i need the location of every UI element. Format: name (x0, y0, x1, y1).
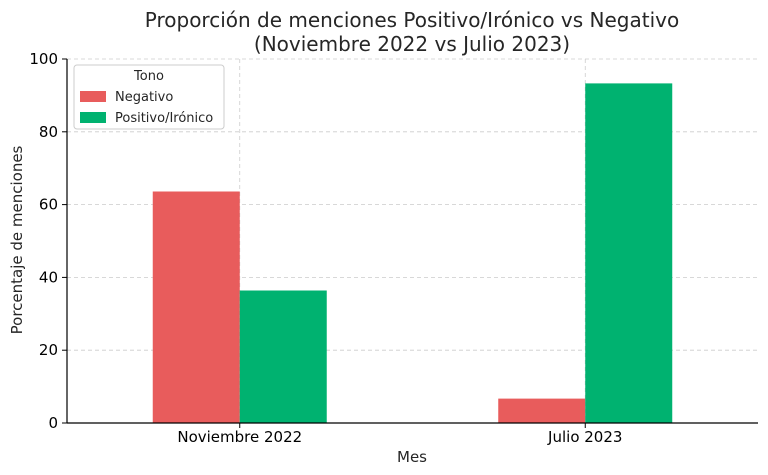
y-tick-label: 0 (48, 414, 58, 432)
chart-title-line-1: Proporción de menciones Positivo/Irónico… (145, 8, 679, 32)
legend-label: Negativo (115, 90, 173, 105)
bar-positivo-ir-nico-0 (239, 290, 327, 423)
legend-box (73, 64, 225, 130)
x-tick-labels: Noviembre 2022 Julio 2023 (177, 423, 622, 446)
y-tick-label: 20 (39, 341, 58, 359)
bars (152, 83, 673, 423)
x-tick-label: Noviembre 2022 (177, 428, 302, 446)
y-tick-label: 80 (39, 123, 58, 141)
y-tick-label: 100 (29, 50, 58, 68)
legend-swatch (80, 112, 106, 123)
x-axis-label: Mes (397, 448, 427, 466)
bar-negativo-1 (498, 398, 586, 423)
chart-title-line-2: (Noviembre 2022 vs Julio 2023) (254, 32, 570, 56)
legend: Tono Negativo Positivo/Irónico (73, 64, 225, 130)
y-tick-label: 60 (39, 196, 58, 214)
axes (66, 59, 758, 424)
y-tick-label: 40 (39, 268, 58, 286)
legend-label: Positivo/Irónico (115, 111, 213, 126)
bar-positivo-ir-nico-1 (585, 83, 673, 423)
legend-swatch (80, 91, 106, 102)
bar-negativo-0 (152, 191, 240, 423)
y-axis-label: Porcentaje de menciones (8, 145, 26, 334)
x-tick-label: Julio 2023 (547, 428, 622, 446)
y-tick-labels: 0 20 40 60 80 100 (29, 50, 67, 432)
legend-title: Tono (133, 69, 164, 84)
